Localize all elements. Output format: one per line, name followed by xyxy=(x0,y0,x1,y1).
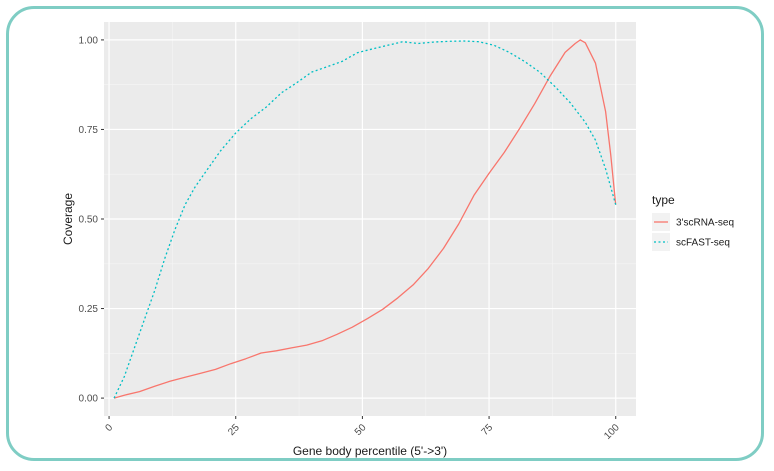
x-tick-label: 0 xyxy=(103,422,115,434)
grid-major xyxy=(104,22,636,416)
y-tick-label: 0.00 xyxy=(79,394,99,405)
y-axis-ticks: 0.00 0.25 0.50 0.75 1.00 xyxy=(79,35,104,405)
legend-key xyxy=(652,233,670,251)
y-tick-label: 1.00 xyxy=(79,35,99,46)
series-layer xyxy=(113,39,617,399)
y-tick-label: 0.75 xyxy=(79,125,99,136)
legend-label: 3'scRNA-seq xyxy=(676,218,734,229)
y-axis-title: Coverage xyxy=(61,193,75,245)
legend: type 3'scRNA-seq scFAST-seq xyxy=(652,193,734,251)
x-axis-ticks: 0 25 50 75 100 xyxy=(103,416,622,442)
x-tick-label: 75 xyxy=(480,422,496,438)
x-tick-label: 100 xyxy=(602,422,622,442)
series-line-scfast-seq xyxy=(113,40,617,399)
y-tick-label: 0.50 xyxy=(79,215,99,226)
legend-items: 3'scRNA-seq scFAST-seq xyxy=(652,213,734,251)
legend-label: scFAST-seq xyxy=(676,238,730,249)
y-tick-label: 0.25 xyxy=(79,304,99,315)
x-tick-label: 25 xyxy=(226,422,242,438)
series-line-3-scrna-seq xyxy=(113,39,617,399)
legend-title: type xyxy=(652,193,675,207)
x-axis-title: Gene body percentile (5'->3') xyxy=(293,444,447,458)
x-tick-label: 50 xyxy=(353,422,369,438)
